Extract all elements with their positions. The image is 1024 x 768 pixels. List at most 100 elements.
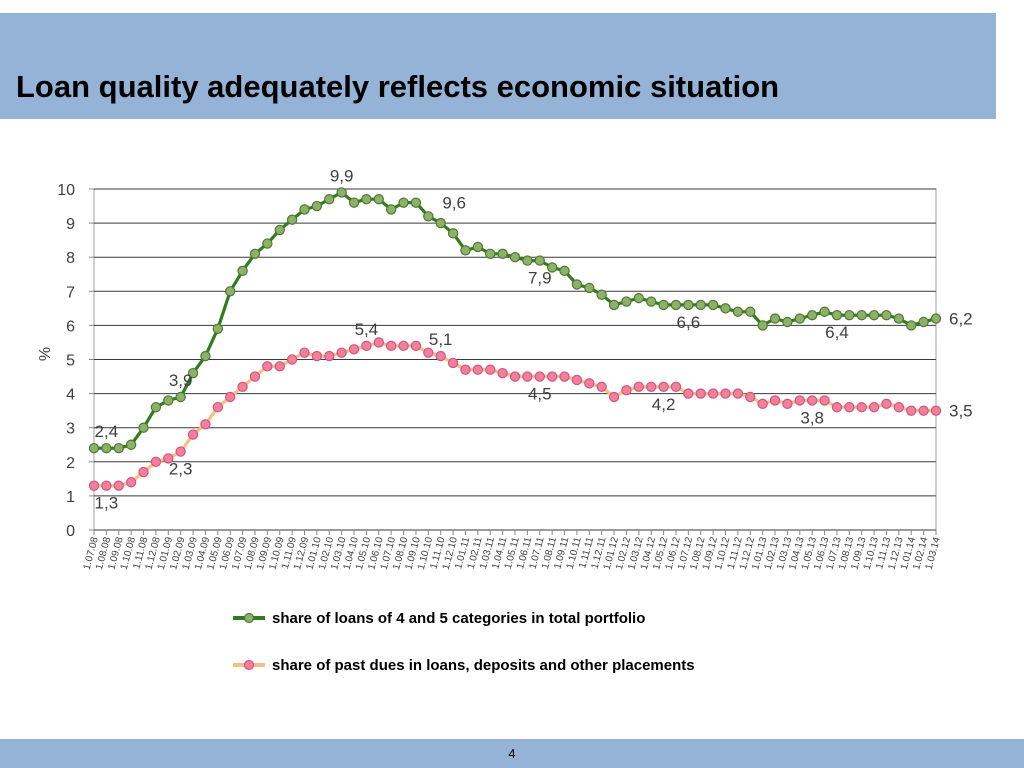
data-point bbox=[831, 402, 843, 413]
data-point bbox=[546, 262, 558, 273]
data-point bbox=[559, 371, 570, 382]
legend-item-loans-4-5: share of loans of 4 and 5 categories in … bbox=[232, 606, 792, 630]
data-point bbox=[856, 309, 867, 321]
y-tick-label: 0 bbox=[66, 523, 75, 540]
legend-label-loans-4-5: share of loans of 4 and 5 categories in … bbox=[272, 609, 646, 627]
y-tick-label: 5 bbox=[66, 353, 75, 370]
data-point bbox=[324, 350, 335, 362]
data-point bbox=[212, 402, 224, 413]
data-point bbox=[658, 381, 669, 392]
data-point bbox=[385, 340, 397, 352]
data-point bbox=[559, 265, 570, 277]
data-label: 7,9 bbox=[528, 269, 552, 288]
data-point bbox=[683, 388, 694, 399]
data-point bbox=[844, 402, 855, 413]
data-point bbox=[534, 371, 545, 382]
data-point bbox=[930, 405, 942, 416]
data-point bbox=[670, 299, 682, 311]
data-point bbox=[447, 228, 459, 239]
y-tick-label: 3 bbox=[66, 421, 75, 438]
y-axis-label: % bbox=[37, 347, 54, 361]
data-point bbox=[423, 211, 434, 222]
y-tick-label: 4 bbox=[66, 387, 75, 404]
data-point bbox=[497, 248, 508, 259]
data-point bbox=[385, 204, 397, 215]
data-point bbox=[348, 197, 360, 208]
data-label: 5,1 bbox=[429, 330, 453, 349]
data-point bbox=[868, 309, 880, 321]
data-point bbox=[472, 364, 484, 375]
data-point bbox=[633, 292, 645, 304]
data-point bbox=[893, 313, 905, 324]
data-point bbox=[893, 402, 905, 413]
data-point bbox=[509, 252, 521, 263]
data-point bbox=[299, 347, 310, 358]
legend-key-orange bbox=[233, 659, 265, 671]
data-label: 1,3 bbox=[95, 494, 119, 513]
data-point bbox=[707, 388, 719, 399]
data-point bbox=[497, 367, 508, 379]
data-point bbox=[608, 299, 620, 311]
data-point bbox=[683, 299, 694, 311]
data-point bbox=[881, 398, 892, 410]
data-point bbox=[447, 357, 459, 369]
y-tick-label: 10 bbox=[57, 182, 75, 199]
data-point bbox=[881, 309, 892, 321]
data-point bbox=[509, 371, 521, 382]
data-label: 6,2 bbox=[949, 310, 973, 329]
data-point bbox=[125, 439, 137, 450]
data-point bbox=[844, 309, 855, 321]
data-label: 3,9 bbox=[169, 371, 193, 390]
data-point bbox=[88, 480, 100, 491]
data-point bbox=[819, 395, 830, 406]
data-point bbox=[930, 313, 942, 324]
data-point bbox=[150, 456, 162, 467]
data-point bbox=[745, 391, 756, 403]
data-point bbox=[225, 391, 236, 403]
data-point bbox=[237, 381, 248, 392]
data-point bbox=[707, 299, 719, 311]
data-point bbox=[782, 398, 793, 410]
data-point bbox=[348, 344, 360, 355]
data-point bbox=[187, 429, 199, 440]
data-point bbox=[299, 204, 310, 215]
data-point bbox=[175, 391, 186, 403]
data-point bbox=[460, 364, 471, 375]
data-point bbox=[373, 337, 384, 348]
data-point bbox=[621, 296, 632, 307]
title-banner: Loan quality adequately reflects economi… bbox=[0, 13, 996, 119]
data-point bbox=[410, 197, 422, 208]
data-point bbox=[163, 453, 174, 464]
data-point bbox=[534, 255, 545, 266]
data-point bbox=[485, 364, 496, 375]
data-point bbox=[200, 350, 211, 362]
data-point bbox=[757, 398, 768, 410]
data-point bbox=[695, 299, 706, 311]
data-point bbox=[311, 350, 323, 362]
data-point bbox=[138, 422, 149, 433]
data-point bbox=[460, 245, 471, 256]
data-point bbox=[596, 381, 607, 392]
data-point bbox=[794, 313, 805, 324]
data-point bbox=[262, 361, 273, 372]
data-point bbox=[794, 395, 805, 406]
data-point bbox=[398, 197, 409, 208]
data-point bbox=[138, 466, 149, 478]
data-point bbox=[150, 402, 162, 413]
data-point bbox=[670, 381, 682, 392]
data-point bbox=[769, 395, 781, 406]
data-point bbox=[732, 306, 744, 317]
data-point bbox=[200, 419, 211, 430]
legend-label-past-dues: share of past dues in loans, deposits an… bbox=[272, 656, 695, 674]
data-point bbox=[918, 405, 929, 416]
data-point bbox=[274, 361, 285, 372]
data-point bbox=[868, 402, 880, 413]
data-point bbox=[485, 248, 496, 259]
data-label: 9,9 bbox=[330, 166, 354, 185]
data-point bbox=[906, 405, 917, 416]
data-point bbox=[361, 340, 372, 352]
data-label: 2,4 bbox=[95, 422, 119, 441]
data-point bbox=[249, 248, 261, 259]
data-point bbox=[225, 286, 236, 297]
data-point bbox=[720, 388, 731, 399]
